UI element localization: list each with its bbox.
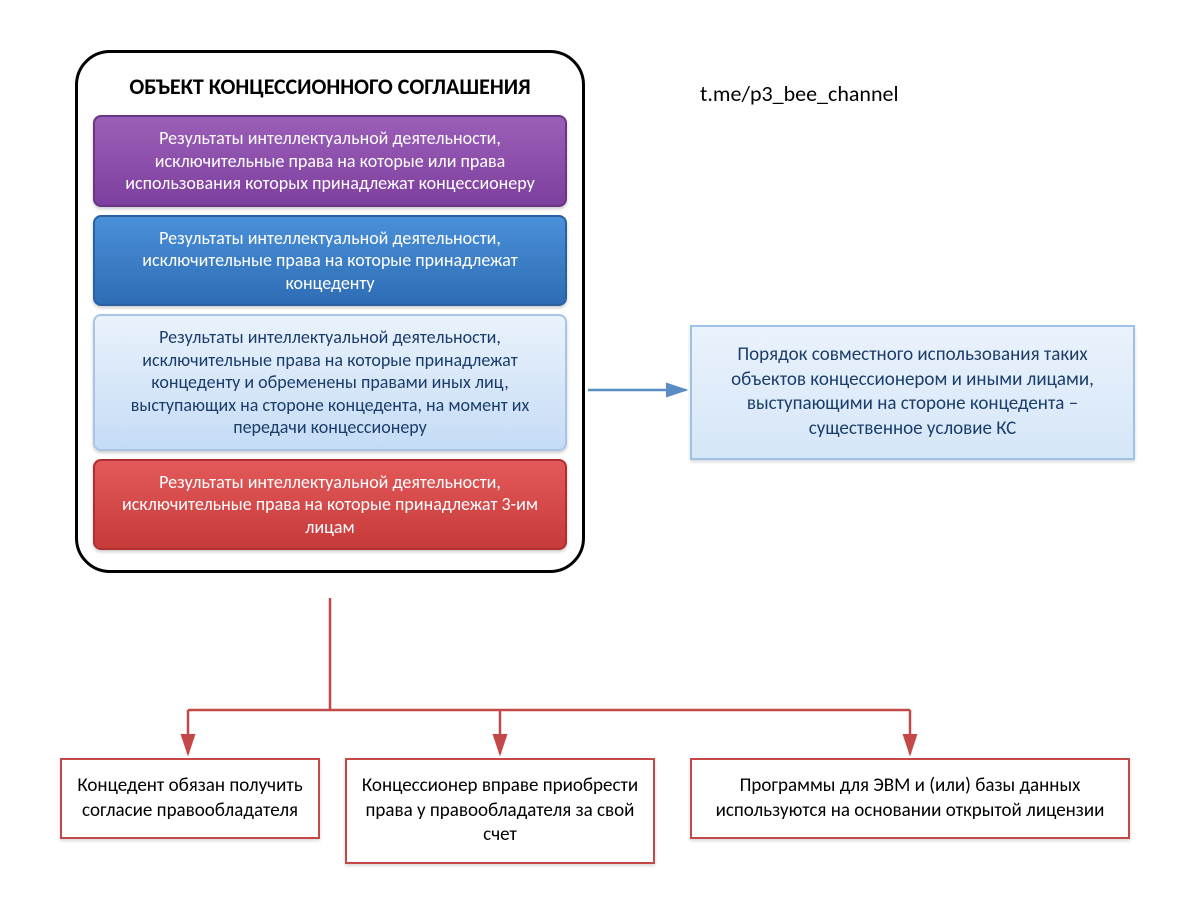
bottom-box-1: Концедент обязан получить согласие право… [60, 758, 320, 839]
box-purple: Результаты интеллектуальной деятельности… [93, 115, 567, 207]
main-title: ОБЪЕКТ КОНЦЕССИОННОГО СОГЛАШЕНИЯ [93, 73, 567, 100]
side-box: Порядок совместного использования таких … [690, 325, 1135, 460]
main-group-container: ОБЪЕКТ КОНЦЕССИОННОГО СОГЛАШЕНИЯ Результ… [75, 50, 585, 573]
box-lightblue: Результаты интеллектуальной деятельности… [93, 314, 567, 451]
box-blue: Результаты интеллектуальной деятельности… [93, 215, 567, 307]
bottom-box-3: Программы для ЭВМ и (или) базы данных ис… [690, 758, 1130, 839]
box-red: Результаты интеллектуальной деятельности… [93, 459, 567, 551]
link-text: t.me/p3_bee_channel [700, 80, 899, 107]
bottom-box-2: Концессионер вправе приобрести права у п… [345, 758, 655, 864]
